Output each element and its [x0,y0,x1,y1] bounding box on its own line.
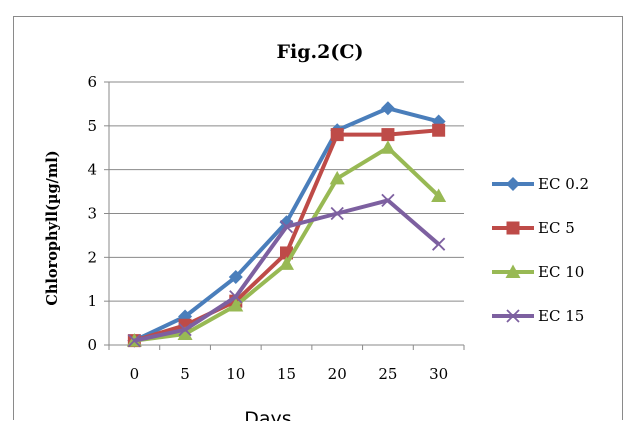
data-point-s2-x10 [228,298,244,312]
series-line-2 [134,145,441,343]
data-point-s0-x10 [228,270,243,285]
y-tick-labels: 0 1 2 3 4 5 6 [87,73,97,354]
legend-label-0: EC 0.2 [538,175,589,193]
y-tick-label-1: 1 [87,292,97,310]
data-point-s3-x30 [432,237,446,251]
y-axis-label: Chlorophyll(µg/ml) [44,150,61,305]
chart-title: Fig.2(C) [277,41,364,63]
legend-label-3: EC 15 [538,307,584,325]
y-tick-label-4: 4 [87,161,97,179]
legend-entry-0: EC 0.2 [492,175,589,193]
x-tick-label-20: 20 [328,365,347,383]
series-line-1 [133,128,439,343]
data-point-s2-x5 [177,326,193,341]
legend: EC 0.2 EC 5 EC 10 EC 15 [492,175,589,325]
data-point-s3-x25 [381,193,395,207]
series-lines [126,101,447,348]
y-tick-label-6: 6 [87,73,97,91]
legend-marker-1 [506,221,520,235]
x-tick-label-0: 0 [130,365,140,383]
legend-label-1: EC 5 [538,219,575,237]
data-point-s3-x5 [178,323,192,337]
x-tick-label-15: 15 [277,365,296,383]
data-point-s2-x25 [380,140,396,154]
y-tick-label-2: 2 [87,248,97,266]
y-tick-label-0: 0 [87,336,97,354]
data-point-s3-x15 [279,220,294,234]
series-3 [127,193,446,348]
data-point-s1-x25 [381,128,395,142]
chlorophyll-line-chart: Fig.2(C) Chlorophyll(µg/ml) Days 0 1 2 3 4 5 6… [44,41,589,421]
data-point-s3-x20 [330,206,344,221]
x-tick-label-5: 5 [180,365,190,383]
x-axis-label: Days [244,408,291,421]
legend-entry-2: EC 10 [492,263,584,281]
legend-label-2: EC 10 [538,263,584,281]
legend-marker-0 [506,177,520,191]
data-point-s3-x0 [127,333,141,348]
x-tick-label-10: 10 [226,365,245,383]
gridlines [109,81,464,302]
data-point-s1-x30 [432,123,446,137]
data-point-s1-x20 [330,128,344,142]
x-tick-label-30: 30 [429,365,448,383]
legend-entry-3: EC 15 [492,307,584,325]
series-2 [126,140,447,347]
data-point-s2-x15 [279,256,294,270]
chart-frame: Fig.2(C) Chlorophyll(µg/ml) Days 0 1 2 3 4 5 6… [13,16,623,421]
x-tick-labels: 0 5 10 15 20 25 30 [130,365,449,383]
data-point-s3-x10 [229,290,243,304]
data-point-s0-x25 [380,101,395,116]
legend-marker-2 [505,264,521,278]
legend-entry-1: EC 5 [492,219,575,237]
y-tick-label-3: 3 [87,205,97,223]
axes [104,81,465,350]
series-0 [127,101,446,348]
x-tick-label-25: 25 [378,365,397,383]
y-tick-label-5: 5 [87,117,97,135]
legend-marker-3 [506,309,520,323]
data-point-s2-x20 [329,170,345,185]
data-point-s2-x30 [431,188,447,202]
